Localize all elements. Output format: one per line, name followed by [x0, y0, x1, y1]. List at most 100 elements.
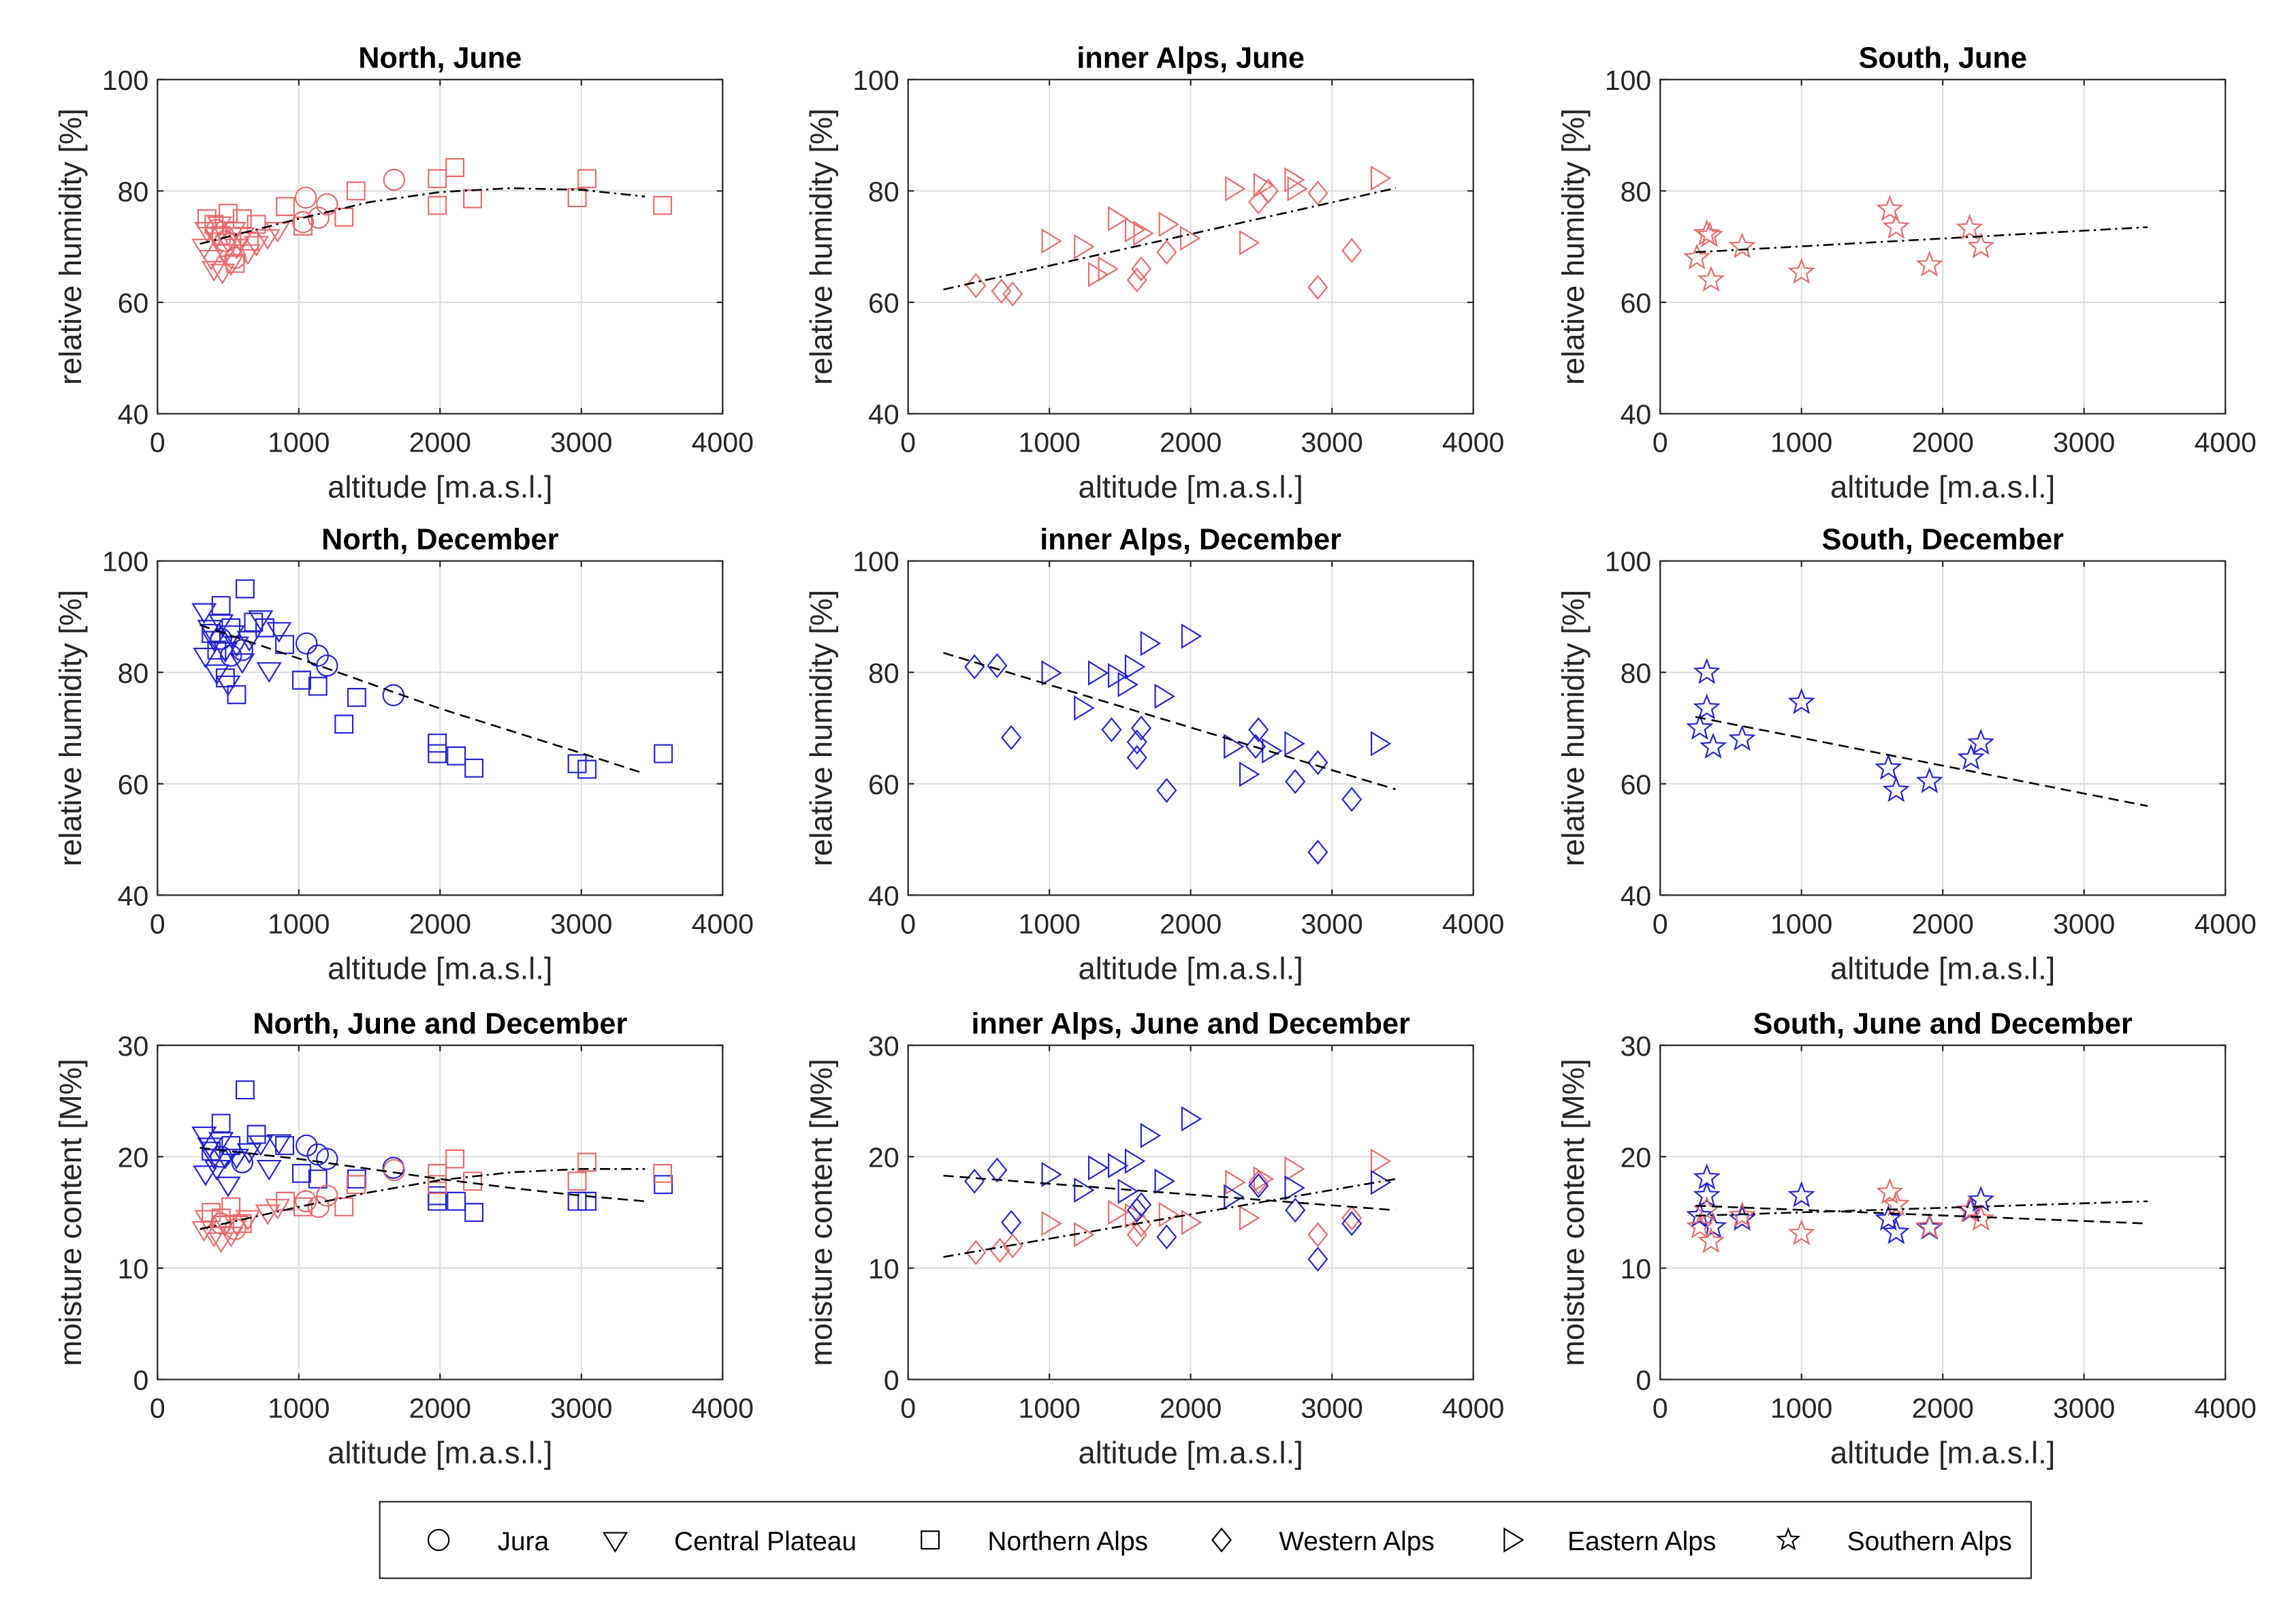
legend-label: Central Plateau: [674, 1527, 857, 1556]
star-marker: [1967, 728, 1995, 755]
star-marker: [1728, 1201, 1756, 1228]
triangle-down-marker: [229, 653, 255, 674]
triangle-right-marker: [1108, 1152, 1129, 1178]
triangle-right-marker: [1124, 217, 1146, 243]
subplot: 0 1000 2000 3000 4000 0 10 20 30 South, June and …: [1556, 1007, 2257, 1470]
star-marker: [1882, 776, 1910, 802]
x-tick-label: 2000: [1912, 427, 1974, 458]
subplot-title: North, December: [321, 523, 558, 556]
triangle-right-marker: [1370, 1148, 1392, 1174]
y-tick-label: 30: [868, 1030, 899, 1062]
triangle-down-marker: [201, 261, 227, 282]
diamond-marker: [1307, 1246, 1328, 1272]
triangle-right-marker: [1225, 1169, 1246, 1195]
fit-line-dashed: [943, 652, 1396, 791]
circle-marker: [224, 247, 246, 269]
legend-box: [379, 1500, 2032, 1579]
y-tick-label: 10: [118, 1253, 149, 1285]
star-marker: [1787, 257, 1815, 284]
square-marker: [463, 1171, 482, 1191]
star-marker: [1693, 658, 1721, 684]
square-marker: [255, 618, 274, 638]
triangle-right-marker: [1041, 1210, 1062, 1237]
x-tick-label: 1000: [1019, 1393, 1081, 1424]
star-marker: [1787, 1181, 1815, 1208]
star-marker: [1882, 213, 1910, 239]
star-marker: [1967, 232, 1995, 259]
square-marker: [567, 1171, 587, 1191]
y-axis-label: relative humidity [%]: [1556, 108, 1591, 385]
star-marker: [1876, 1178, 1904, 1204]
circle-marker: [316, 655, 338, 677]
star-marker: [1693, 693, 1721, 720]
diamond-marker: [1211, 1527, 1232, 1553]
legend: Jura Central Plateau Northern Alps Western …: [379, 1500, 2032, 1579]
circle-marker: [206, 219, 228, 241]
triangle-down-marker: [204, 664, 230, 685]
diamond-marker: [1248, 717, 1269, 742]
diamond-marker: [1002, 1233, 1023, 1259]
square-marker: [308, 1169, 328, 1189]
triangle-right-marker: [1225, 176, 1246, 202]
square-marker: [308, 676, 328, 696]
circle-marker: [219, 644, 242, 667]
axes-box: [1659, 78, 2227, 415]
diamond-marker: [1341, 1205, 1362, 1231]
triangle-right-marker: [1181, 1106, 1202, 1132]
star-marker: [1957, 743, 1985, 770]
series-june: [191, 1149, 673, 1253]
subplot: 0 1000 2000 3000 4000 40 60 80 100 inner Alps, De…: [803, 523, 1504, 986]
x-tick-label: 1000: [1770, 908, 1832, 939]
diamond-marker: [1285, 1197, 1306, 1223]
y-tick-label: 30: [1621, 1030, 1652, 1062]
star-marker: [1915, 1213, 1943, 1240]
subplot: 0 1000 2000 3000 4000 40 60 80 100 South, June alt…: [1556, 42, 2257, 505]
diamond-marker: [1131, 715, 1152, 741]
subplot-title: inner Alps, June and December: [971, 1007, 1410, 1040]
triangle-down-marker: [218, 255, 244, 277]
x-tick-label: 3000: [1301, 908, 1363, 939]
x-tick-label: 1000: [1770, 1393, 1832, 1424]
axes-box: [157, 1044, 724, 1381]
subplot-title: inner Alps, June: [1077, 42, 1305, 75]
diamond-marker: [987, 1157, 1008, 1183]
square-marker: [334, 1197, 354, 1216]
data-points: [1686, 658, 1995, 802]
triangle-right-marker: [1087, 1155, 1109, 1181]
data-points: [1683, 195, 1995, 292]
x-tick-label: 1000: [1019, 427, 1081, 458]
diamond-marker: [966, 1240, 987, 1265]
diamond-marker: [1001, 1210, 1022, 1236]
square-marker: [464, 1203, 484, 1223]
square-marker: [211, 1208, 231, 1228]
star-marker: [1686, 1201, 1714, 1228]
x-tick-label: 4000: [692, 1393, 754, 1424]
square-marker: [445, 158, 465, 177]
diamond-marker: [964, 654, 985, 680]
subplot: 0 1000 2000 3000 4000 40 60 80 100 inner Alps, Ju…: [803, 42, 1504, 505]
x-tick-label: 0: [900, 1393, 916, 1424]
fit-line-dashdot: [200, 187, 645, 245]
y-tick-label: 0: [1636, 1365, 1651, 1396]
subplot: 0 1000 2000 3000 4000 0 10 20 30 inner Alps, June…: [803, 1007, 1504, 1470]
square-marker: [232, 1214, 252, 1233]
y-tick-label: 80: [1621, 657, 1652, 689]
triangle-right-marker: [1179, 225, 1201, 251]
triangle-right-marker: [1154, 683, 1175, 709]
square-marker: [219, 204, 238, 223]
triangle-right-marker: [1370, 731, 1392, 757]
axes-box: [1659, 560, 2227, 896]
diamond-marker: [1156, 239, 1177, 265]
triangle-down-marker: [193, 1165, 219, 1186]
y-axis-label: relative humidity [%]: [1556, 590, 1591, 866]
square-marker: [653, 195, 673, 215]
axes-box: [907, 1044, 1474, 1381]
circle-marker: [294, 1190, 317, 1212]
circle-marker: [427, 1528, 450, 1552]
triangle-down-marker: [256, 662, 282, 683]
triangle-down-marker: [208, 1232, 234, 1253]
y-tick-label: 20: [1621, 1142, 1652, 1173]
square-marker: [221, 618, 241, 638]
circle-marker: [295, 632, 318, 655]
